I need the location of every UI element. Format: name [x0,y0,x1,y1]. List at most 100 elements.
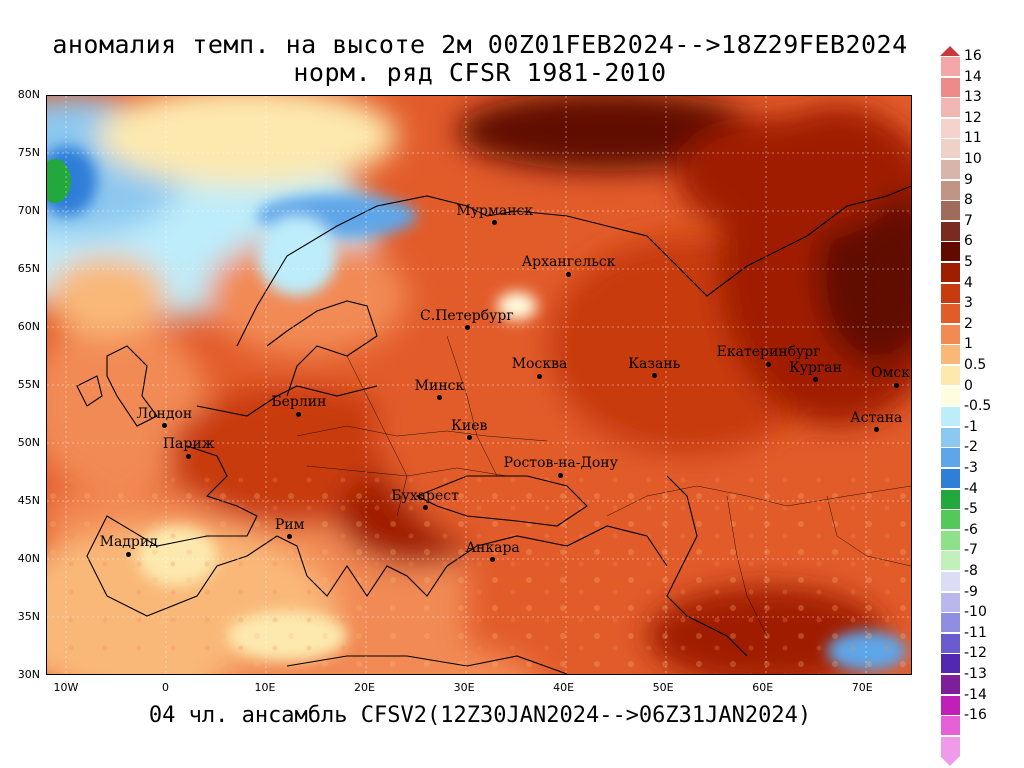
legend-label: 5 [964,254,973,270]
legend-label: 4 [964,274,973,291]
city-marker [558,472,564,478]
lon-label: 60E [752,681,774,694]
legend-swatch [940,76,961,98]
anomaly-field-svg [47,96,911,674]
city-marker [126,551,132,557]
legend-label: 16 [964,48,982,64]
legend-label: -6 [964,521,978,538]
lat-label: 40N [17,552,40,565]
legend-swatch [940,344,961,366]
lat-label: 30N [17,668,40,681]
legend-swatch [940,612,961,634]
city-label: Минск [414,377,465,394]
legend-label: 0.5 [964,357,987,373]
lat-label: 35N [17,610,40,623]
legend-swatch [940,653,961,675]
legend-swatch [940,426,961,448]
city-label: Бухарест [391,487,459,504]
city-label: Казань [628,355,681,372]
legend-label: -11 [964,624,987,641]
legend-label: 6 [964,233,973,250]
lon-label: 40E [553,681,575,694]
lon-label: 30E [453,681,475,694]
legend-label: 11 [964,130,982,147]
city-marker [466,435,472,441]
legend-top-arrow [940,46,960,56]
legend-label: -7 [964,542,978,559]
legend-swatch [940,282,961,304]
legend-label: 8 [964,192,973,209]
ensemble-footer: 04 чл. ансамбль CFSV2(12Z30JAN2024-->06Z… [148,703,812,728]
city-marker [422,505,428,511]
legend-swatch [940,488,961,510]
legend-swatch [940,385,961,407]
legend-swatch [940,117,961,139]
legend-label: -3 [964,460,978,476]
city-marker [537,373,543,379]
legend-label: -2 [964,439,978,456]
legend-label: -10 [964,604,987,621]
city-label: С.Петербург [420,307,514,324]
graticule [47,96,911,674]
city-marker [766,361,772,367]
legend-label: -12 [964,645,987,662]
city-marker [492,220,498,226]
city-marker [873,427,879,433]
city-label: Париж [162,436,215,453]
legend-label: -14 [964,686,987,703]
legend-label: 2 [964,315,973,332]
legend-label: 12 [964,109,982,126]
legend-label: -16 [964,707,987,724]
city-marker [161,423,167,429]
map-title: аномалия темп. на высоте 2м 00Z01FEB2024… [52,30,908,59]
city-marker [464,325,470,331]
city-marker [296,411,302,417]
lat-label: 80N [17,88,40,101]
legend-swatch [940,241,961,263]
color-legend: 16 14 13 12 11 10 9 8 7 6 5 4 3 2 1 0.5 0 -0.5 -1 -2 -3 -4 -5 -… [940,46,1020,767]
legend-label: 7 [964,212,973,229]
city-marker [186,453,192,459]
legend-swatch [940,509,961,531]
legend-label: 9 [964,171,973,188]
city-marker [489,557,495,563]
lon-label: 10E [254,681,276,694]
city-label: Рим [274,516,305,533]
legend-label: -0.5 [964,398,992,415]
lon-label: 0 [161,681,169,694]
city-label: Анкара [465,539,520,556]
legend-label: -13 [964,666,987,682]
legend-swatch [940,365,961,387]
lon-label: 70E [851,681,873,694]
lon-label: 10W [53,681,79,694]
city-label: Омск [871,365,910,382]
city-marker [651,373,657,379]
map-subtitle: норм. ряд CFSR 1981-2010 [293,58,667,87]
city-label: Курган [788,359,842,376]
legend-swatch [940,694,961,716]
legend-label: 14 [964,68,982,85]
legend-label: -4 [964,480,978,497]
lon-label: 20E [354,681,375,694]
legend-swatch [940,200,961,222]
legend-swatch [940,468,961,490]
lon-label: 50E [652,681,674,694]
lat-label: 45N [17,494,40,507]
legend-swatch [940,571,961,593]
legend-swatch [940,529,961,551]
lat-label: 75N [17,146,40,159]
legend-swatch [940,674,961,696]
city-marker [287,534,293,540]
legend-label: 13 [964,89,982,106]
legend-bottom-arrow [940,756,960,767]
legend-swatch [940,715,961,737]
legend-label: -5 [964,501,978,518]
legend-swatch [940,591,961,613]
city-label: Мурманск [456,202,534,219]
legend-swatch [940,303,961,325]
lat-label: 65N [17,262,40,275]
legend-swatch [940,323,961,345]
lat-label: 55N [17,378,40,391]
legend-swatch [940,220,961,242]
coastlines [76,185,911,674]
